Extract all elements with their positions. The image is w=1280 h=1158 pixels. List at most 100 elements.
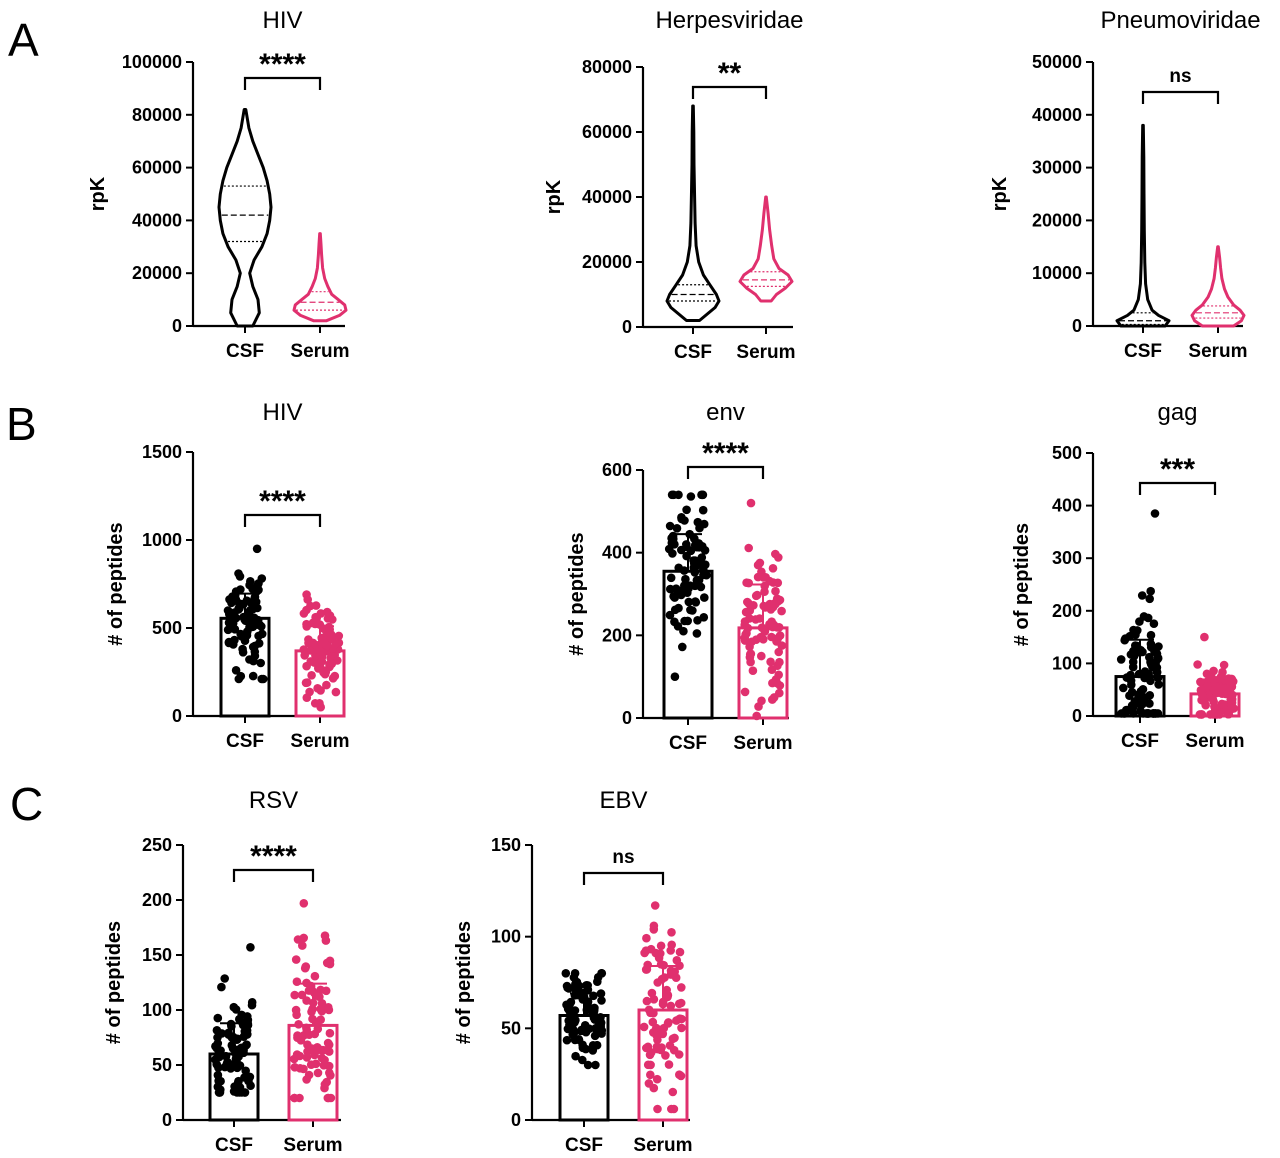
data-point [291, 1005, 301, 1015]
chart-title: Pneumoviridae [1100, 7, 1260, 34]
y-tick-label: 250 [142, 835, 172, 855]
data-point [292, 1050, 302, 1059]
data-point [645, 1050, 655, 1060]
y-axis-label: # of peptides [566, 532, 588, 655]
data-point [766, 657, 775, 667]
violin-serum [292, 232, 348, 323]
data-point [760, 627, 770, 636]
data-point [322, 958, 332, 968]
data-point [562, 1035, 572, 1045]
data-point [310, 971, 320, 981]
y-tick-label: 150 [491, 835, 521, 855]
x-category-label: CSF [669, 733, 707, 754]
data-point [665, 521, 675, 531]
data-point [237, 1010, 246, 1020]
data-point [307, 1007, 316, 1017]
data-point [772, 637, 781, 646]
data-point [302, 1023, 311, 1033]
data-point [667, 1104, 676, 1114]
data-point [304, 1030, 314, 1039]
data-point [578, 1055, 587, 1065]
y-tick-label: 40000 [132, 210, 182, 230]
data-point [1119, 683, 1128, 693]
data-point [316, 647, 325, 656]
data-point [259, 674, 268, 684]
data-point [664, 1060, 674, 1069]
data-point [744, 578, 753, 588]
data-point [642, 933, 651, 943]
data-point [676, 998, 686, 1008]
data-point [650, 901, 660, 910]
data-point [242, 612, 251, 622]
y-tick-label: 60000 [132, 158, 182, 178]
y-axis-label: # of peptides [1011, 523, 1033, 646]
data-point [677, 1014, 686, 1024]
x-category-label: Serum [283, 1135, 342, 1156]
data-point [1200, 632, 1209, 642]
data-point [313, 1017, 322, 1027]
y-tick-label: 40000 [582, 187, 632, 207]
data-point [307, 671, 316, 680]
y-axis-label: # of peptides [103, 921, 125, 1044]
chart-env-4: env 0 200 400 600 # of peptides CSF Serum **** [566, 399, 793, 754]
data-point [302, 996, 311, 1005]
significance-label: **** [259, 485, 306, 518]
y-tick-label: 0 [1072, 316, 1082, 336]
y-tick-label: 80000 [132, 105, 182, 125]
data-point [576, 1026, 586, 1036]
data-point [1127, 701, 1137, 710]
data-point [757, 696, 766, 706]
data-point [1216, 672, 1226, 681]
data-point [679, 626, 688, 636]
violin-csf [665, 104, 721, 322]
y-tick-label: 0 [172, 316, 182, 336]
data-point [683, 616, 692, 626]
data-point [290, 1093, 299, 1103]
data-point [681, 574, 690, 584]
data-point [246, 577, 255, 586]
chart-title: RSV [249, 787, 298, 814]
data-point [246, 1081, 255, 1090]
significance-label: **** [259, 48, 306, 81]
data-point [686, 605, 695, 615]
data-point [644, 1079, 654, 1088]
data-point [310, 658, 319, 667]
data-point [568, 1030, 577, 1039]
data-point [760, 587, 769, 596]
data-point [642, 996, 652, 1006]
data-point [228, 619, 238, 628]
data-point [674, 603, 683, 613]
data-point [226, 1064, 235, 1073]
data-point [700, 593, 709, 602]
data-point [745, 614, 754, 623]
x-category-label: Serum [1185, 731, 1244, 752]
significance-label: *** [1160, 453, 1195, 486]
data-point [698, 505, 708, 515]
data-point [240, 1073, 249, 1082]
data-point [666, 966, 676, 975]
data-point [316, 686, 325, 695]
significance-bracket [691, 85, 768, 99]
data-point [326, 1071, 335, 1080]
y-tick-label: 150 [142, 945, 172, 965]
data-point [674, 490, 683, 500]
data-point [247, 1000, 257, 1010]
data-point [670, 1033, 679, 1043]
data-point [597, 1029, 606, 1038]
data-point [755, 614, 764, 623]
data-point [1138, 685, 1148, 694]
data-point [1154, 680, 1163, 689]
y-axis-label: # of peptides [453, 921, 475, 1044]
y-tick-label: 0 [622, 317, 632, 337]
data-point [743, 597, 752, 607]
data-point [753, 560, 763, 570]
data-point [695, 523, 704, 533]
data-point [691, 598, 701, 607]
data-point [679, 566, 689, 575]
x-category-label: CSF [1124, 341, 1162, 362]
data-point [740, 620, 749, 630]
data-point [290, 990, 300, 1000]
data-point [292, 977, 302, 986]
data-point [596, 989, 606, 998]
